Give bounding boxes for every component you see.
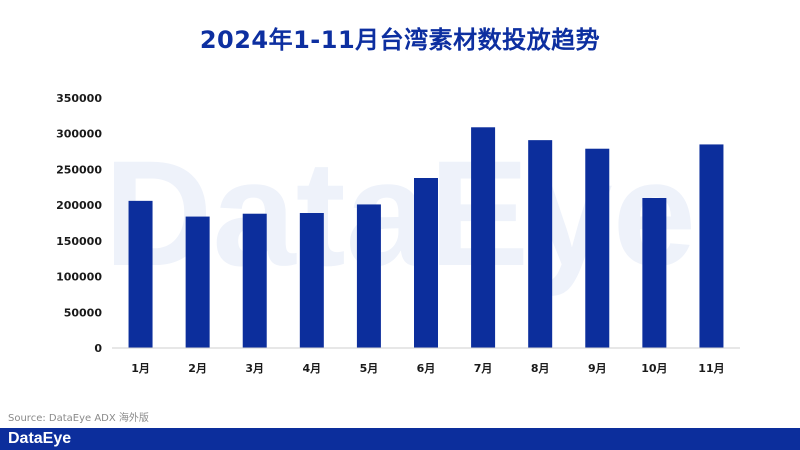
x-tick-label: 8月	[531, 362, 550, 375]
bar	[242, 213, 267, 348]
chart-title: 2024年1-11月台湾素材数投放趋势	[199, 26, 601, 54]
bar	[585, 148, 610, 348]
y-tick-label: 150000	[56, 235, 102, 248]
bar	[128, 200, 153, 348]
bar	[299, 213, 324, 348]
bar	[699, 144, 724, 348]
x-tick-label: 7月	[474, 362, 493, 375]
y-tick-label: 50000	[64, 306, 103, 319]
y-tick-label: 300000	[56, 128, 102, 141]
y-tick-label: 200000	[56, 199, 102, 212]
bar	[185, 216, 210, 348]
x-tick-label: 2月	[188, 362, 207, 375]
source-note: Source: DataEye ADX 海外版	[8, 413, 149, 424]
x-tick-label: 5月	[360, 362, 379, 375]
x-tick-label: 4月	[302, 362, 321, 375]
x-tick-label: 3月	[245, 362, 264, 375]
x-tick-label: 6月	[417, 362, 436, 375]
x-tick-label: 9月	[588, 362, 607, 375]
x-tick-label: 11月	[698, 362, 724, 375]
bar	[471, 127, 496, 349]
bar	[356, 204, 381, 348]
y-tick-label: 100000	[56, 271, 102, 284]
x-tick-label: 10月	[641, 362, 667, 375]
y-tick-label: 350000	[56, 92, 102, 105]
x-axis-ticks: 1月 2月 3月 4月 5月 6月 7月 8月 9月 10月 11月	[131, 362, 724, 375]
footer-logo: DataEye	[8, 430, 72, 447]
y-axis-ticks: 0 50000 100000 150000 200000 250000 300000 3500…	[56, 92, 102, 355]
bars	[128, 127, 724, 349]
y-tick-label: 250000	[56, 163, 102, 176]
bar	[642, 198, 667, 348]
x-tick-label: 1月	[131, 362, 150, 375]
y-tick-label: 0	[94, 342, 102, 355]
bar	[414, 178, 438, 348]
footer-bar: DataEye	[0, 428, 800, 450]
bar	[528, 140, 553, 348]
